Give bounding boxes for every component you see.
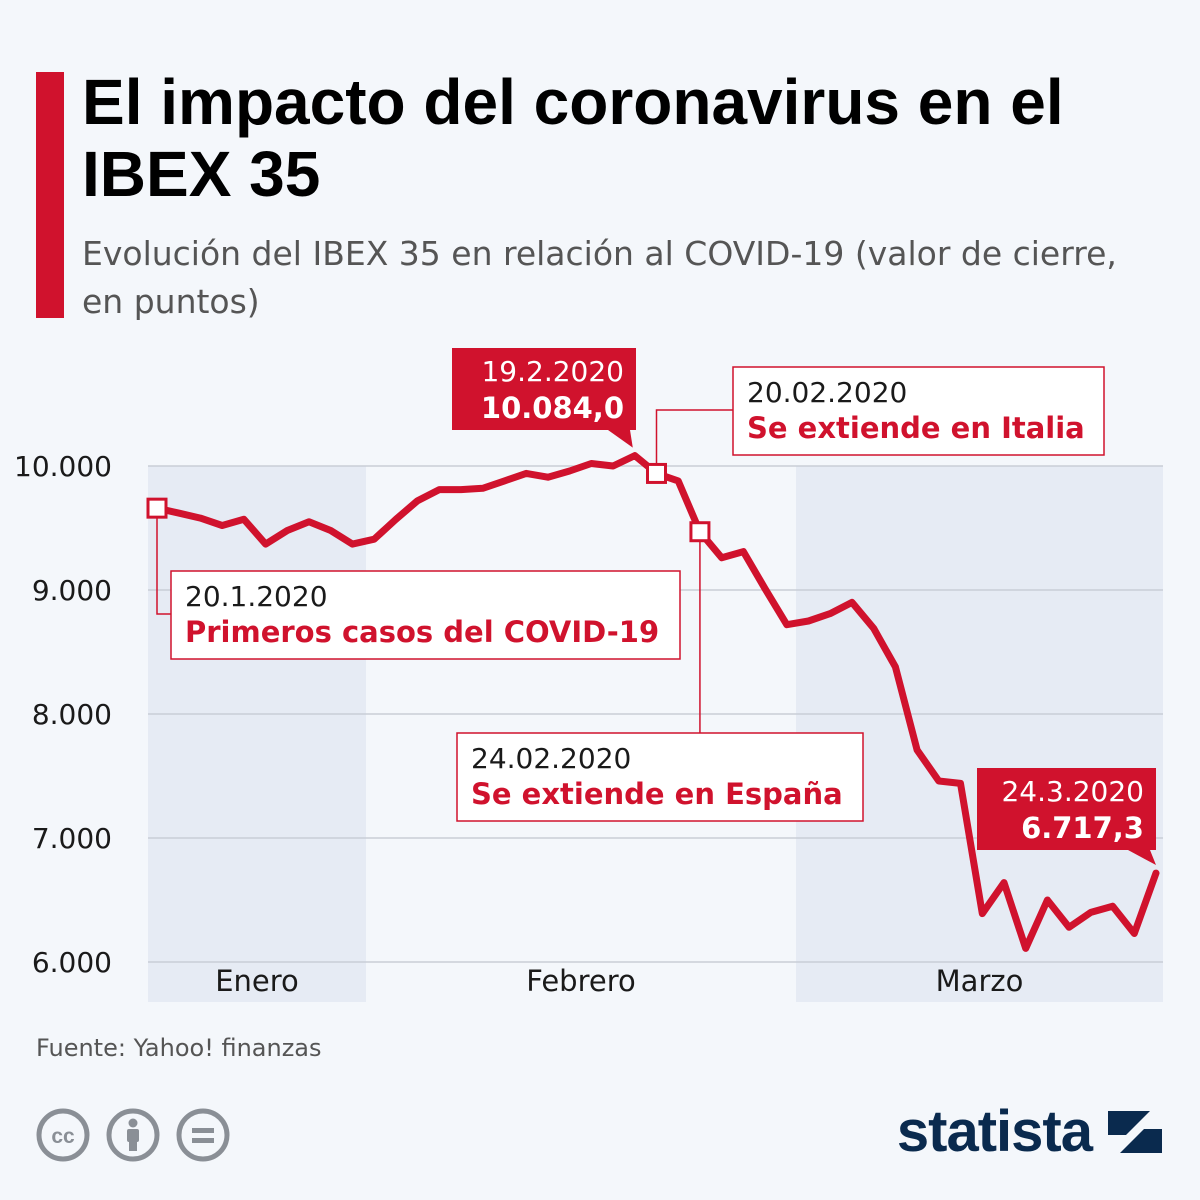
annotation-box bbox=[456, 732, 864, 822]
y-tick-label: 7.000 bbox=[32, 822, 112, 855]
y-tick-label: 8.000 bbox=[32, 698, 112, 731]
statista-wordmark: statista bbox=[896, 1099, 1093, 1164]
callout-value: 6.717,3 bbox=[1021, 811, 1144, 845]
no-derivatives-icon[interactable] bbox=[176, 1108, 230, 1162]
license-icons: cc bbox=[36, 1108, 230, 1162]
source-note: Fuente: Yahoo! finanzas bbox=[36, 1034, 322, 1062]
annotation-label: Primeros casos del COVID-19 bbox=[185, 615, 659, 649]
annotation-leader bbox=[156, 508, 171, 615]
statista-mark-icon bbox=[1108, 1110, 1162, 1153]
annotation-leader bbox=[655, 409, 733, 474]
annotation-date: 20.02.2020 bbox=[747, 376, 907, 409]
chart-title: El impacto del coronavirus en el IBEX 35 bbox=[82, 66, 1064, 210]
month-label: Marzo bbox=[936, 964, 1024, 998]
y-tick-label: 10.000 bbox=[14, 450, 112, 483]
month-label: Febrero bbox=[526, 964, 636, 998]
value-callout-pointer bbox=[608, 430, 633, 448]
creative-commons-icon[interactable]: cc bbox=[36, 1108, 90, 1162]
annotation-date: 24.02.2020 bbox=[471, 742, 631, 775]
attribution-icon[interactable] bbox=[106, 1108, 160, 1162]
callout-date: 19.2.2020 bbox=[481, 355, 624, 388]
svg-text:cc: cc bbox=[51, 1125, 75, 1148]
chart-subtitle: Evolución del IBEX 35 en relación al COV… bbox=[82, 234, 1117, 321]
y-tick-label: 6.000 bbox=[32, 946, 112, 979]
annotation-label: Se extiende en España bbox=[471, 777, 843, 811]
event-marker bbox=[689, 521, 711, 543]
value-callout bbox=[977, 768, 1156, 850]
title-accent-bar bbox=[36, 72, 64, 318]
annotation-label: Se extiende en Italia bbox=[747, 411, 1085, 445]
annotation-date: 20.1.2020 bbox=[185, 580, 328, 613]
statista-logo[interactable]: statista bbox=[897, 1098, 1164, 1165]
event-marker bbox=[646, 462, 667, 484]
month-band bbox=[148, 466, 366, 1002]
value-callout bbox=[452, 348, 636, 430]
event-marker bbox=[146, 497, 168, 519]
callout-date: 24.3.2020 bbox=[1001, 775, 1144, 808]
y-tick-label: 9.000 bbox=[32, 574, 112, 607]
annotation-box bbox=[170, 570, 681, 660]
annotation-box bbox=[732, 366, 1105, 456]
month-label: Enero bbox=[215, 964, 299, 998]
value-callout-pointer bbox=[1128, 850, 1156, 866]
callout-value: 10.084,0 bbox=[481, 391, 624, 425]
